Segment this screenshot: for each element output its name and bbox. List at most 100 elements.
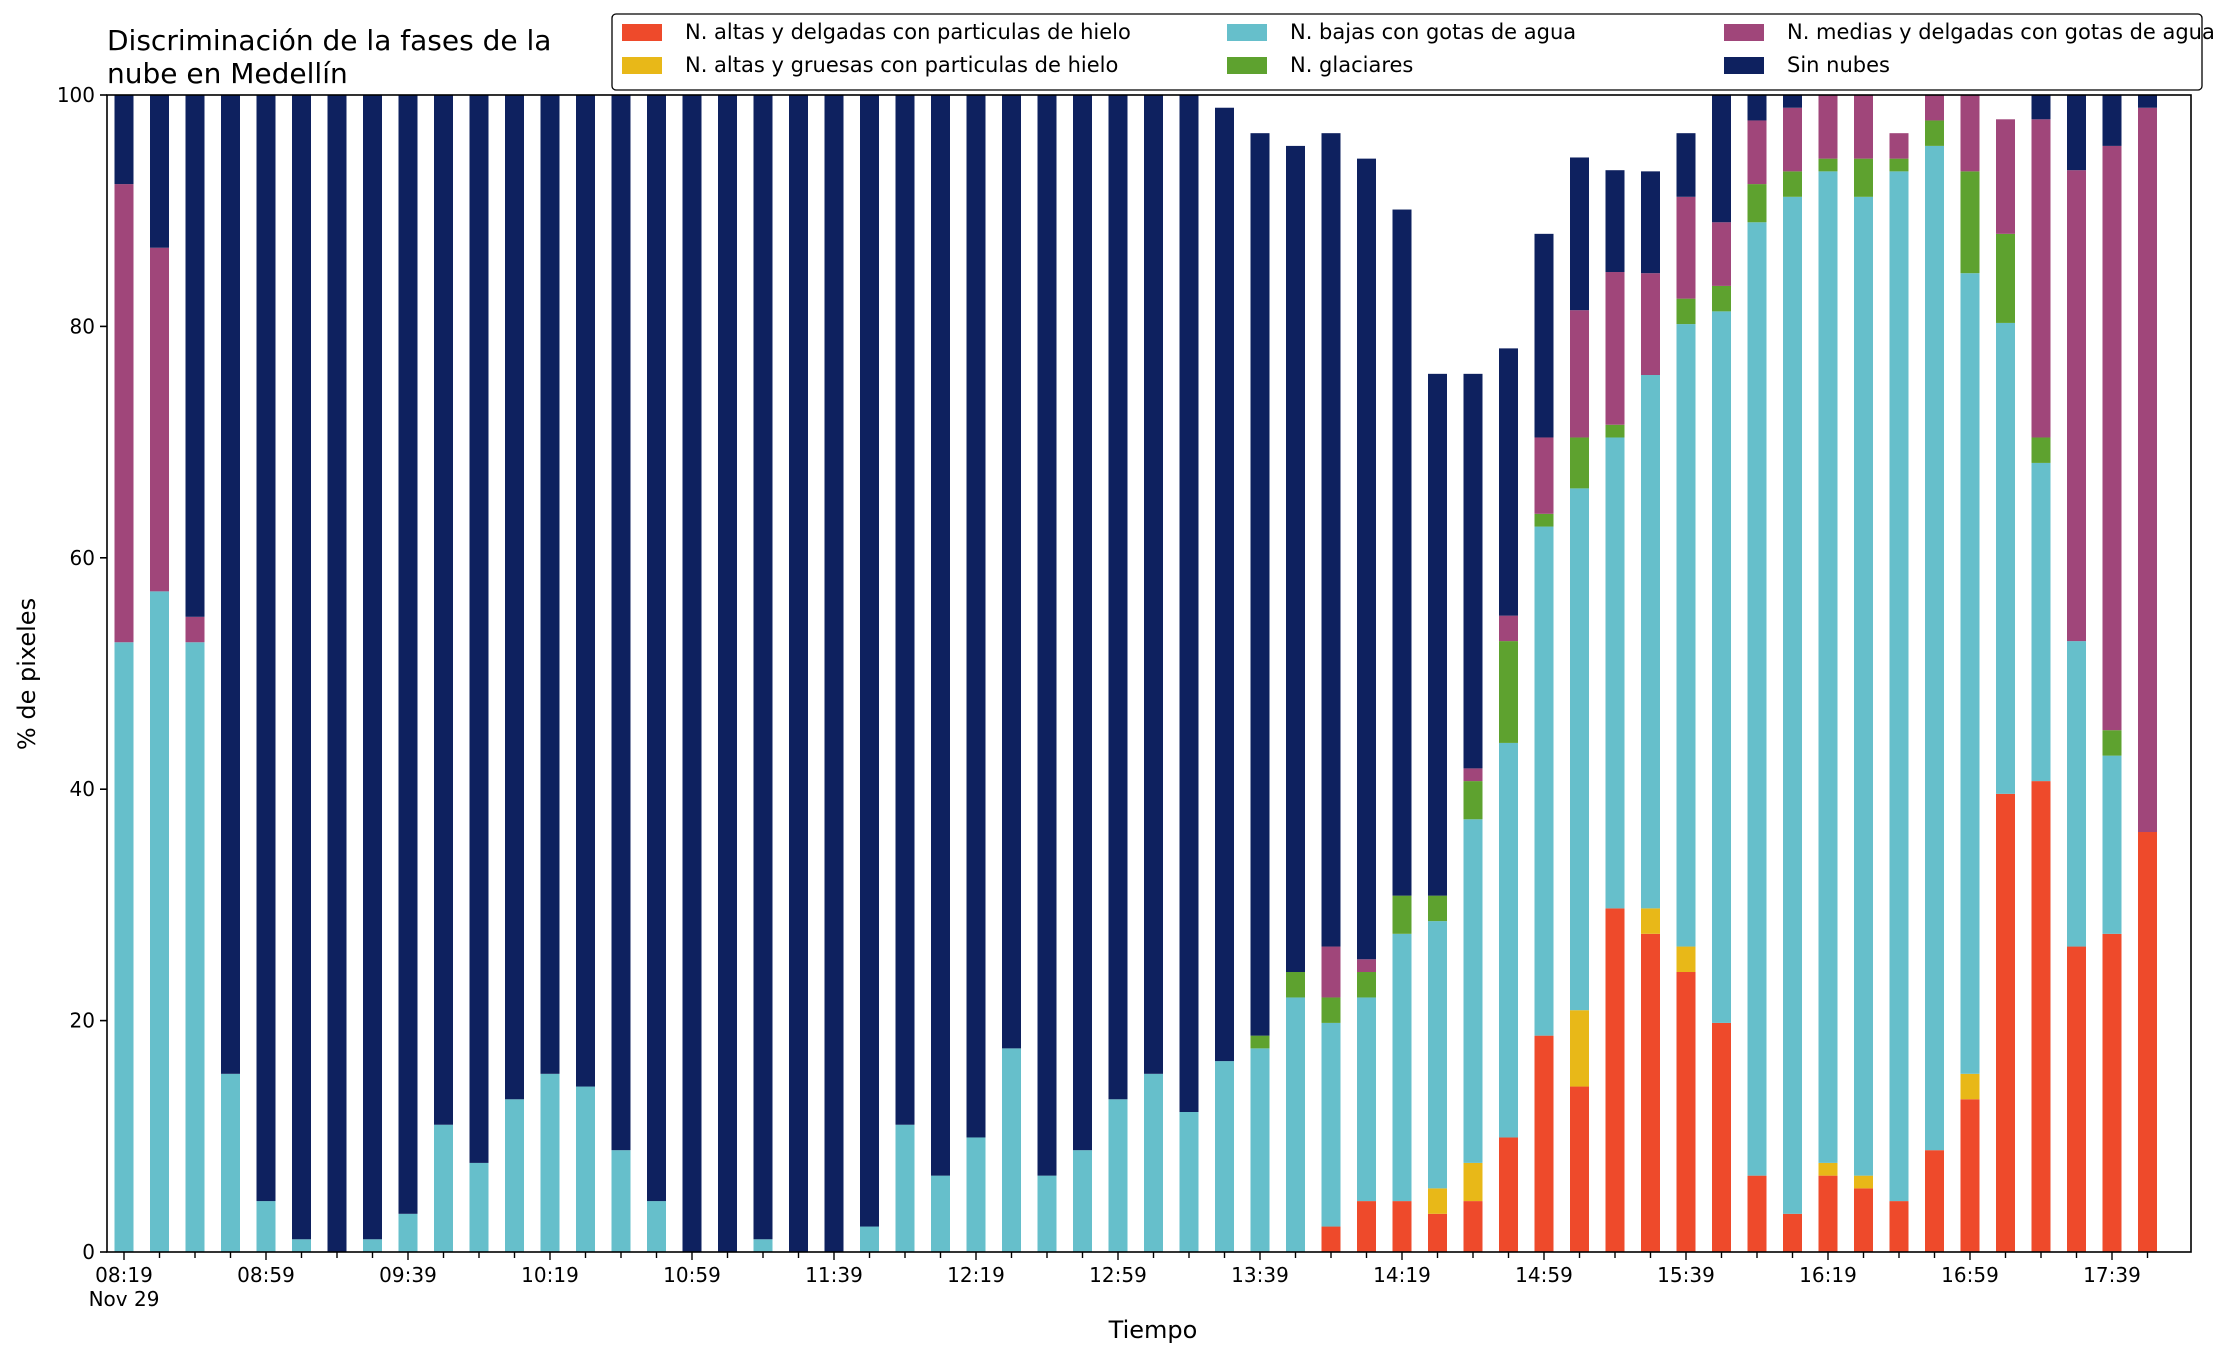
bar-segment-5-1709	[1996, 119, 2015, 234]
bar-segment-4-1509	[1570, 437, 1589, 489]
bar-segment-6-1009	[505, 95, 524, 1100]
bar-segment-3-1359	[1321, 1022, 1341, 1227]
bar-segment-6-0839	[185, 95, 205, 617]
bar-segment-5-1619	[1818, 95, 1838, 159]
bar-segment-5-0819	[114, 184, 134, 643]
bar-segment-3-1539	[1676, 324, 1696, 947]
bar-segment-1-1539	[1676, 972, 1696, 1252]
bar-segment-2-1509	[1570, 1010, 1589, 1087]
bar-segment-3-0949	[434, 1124, 453, 1252]
bar-segment-3-1419	[1392, 933, 1412, 1202]
bar-segment-6-1539	[1676, 133, 1696, 197]
bar-segment-6-1549	[1712, 95, 1731, 223]
bar-segment-3-1149	[860, 1226, 879, 1252]
bar-segment-6-1149	[860, 95, 879, 1227]
bar-segment-5-1529	[1641, 273, 1660, 375]
bar-segment-6-1259	[1108, 95, 1128, 1100]
bar-segment-3-1519	[1605, 437, 1625, 909]
bar-segment-3-1309	[1144, 1073, 1163, 1252]
bar-segment-1-1749	[2138, 832, 2157, 1252]
bar-segment-1-1619	[1818, 1175, 1838, 1252]
x-tick-label: 12:19	[947, 1263, 1005, 1287]
bar-segment-6-1739	[2102, 95, 2122, 146]
bar-segment-3-0859	[256, 1201, 276, 1252]
bar-segment-3-1039	[611, 1150, 631, 1252]
bar-segment-3-1659	[1960, 273, 1980, 1074]
y-axis: 0 20 40 60 80 100	[57, 83, 107, 1264]
bar-segment-1-1659	[1960, 1099, 1980, 1252]
bar-segment-6-1559	[1747, 95, 1767, 121]
bar-segment-1-1739	[2102, 933, 2122, 1252]
bar-segment-1-1729	[2067, 946, 2086, 1252]
bar-segment-6-0959	[469, 95, 489, 1163]
bar-segment-3-1439	[1463, 819, 1483, 1163]
bar-segment-6-0919	[327, 95, 347, 1252]
bar-segment-1-1629	[1854, 1188, 1873, 1252]
bar-segment-6-1529	[1641, 171, 1660, 274]
bar-segment-6-1059	[682, 95, 702, 1252]
bar-segment-5-1549	[1712, 222, 1731, 286]
bar-segment-3-1649	[1925, 145, 1944, 1151]
bar-segment-3-1719	[2031, 462, 2051, 782]
bar-segment-3-1549	[1712, 311, 1731, 1023]
bar-segment-4-1719	[2031, 437, 2051, 463]
bar-segment-5-1609	[1783, 107, 1802, 172]
bar-segment-4-1519	[1605, 424, 1625, 438]
bar-segment-6-1159	[895, 95, 915, 1125]
bar-segment-4-1739	[2102, 730, 2122, 756]
bar-segment-4-1339	[1250, 1035, 1270, 1049]
bar-segment-6-0929	[363, 95, 382, 1240]
bar-segment-1-1459	[1534, 1035, 1554, 1252]
bar-segment-1-1709	[1996, 793, 2015, 1252]
bar-segment-2-1429	[1428, 1188, 1447, 1214]
bar-segment-5-0829	[150, 247, 169, 592]
bar-segment-3-0959	[469, 1162, 489, 1252]
bar-segment-3-1409	[1357, 997, 1376, 1202]
legend-swatch	[1724, 24, 1764, 41]
bar-segment-6-1239	[1037, 95, 1057, 1176]
bar-segment-4-1629	[1854, 158, 1873, 197]
y-tick-label: 80	[70, 314, 95, 338]
bar-segment-4-1559	[1747, 184, 1767, 223]
y-tick-label: 0	[82, 1240, 95, 1264]
bar-segment-4-1619	[1818, 158, 1838, 172]
bar-segment-6-0829	[150, 95, 169, 248]
bar-segment-6-1439	[1463, 373, 1483, 769]
bar-segment-1-1509	[1570, 1086, 1589, 1252]
bar-segment-6-1459	[1534, 233, 1554, 438]
bar-segment-3-0839	[185, 642, 205, 1252]
bar-segment-6-0949	[434, 95, 453, 1125]
x-axis-label: Tiempo	[1108, 1316, 1198, 1344]
bar-segment-3-1639	[1889, 171, 1909, 1202]
bar-segment-6-0819	[114, 95, 134, 185]
bar-segment-6-1319	[1179, 95, 1199, 1112]
x-axis: 08:19 08:59 09:39 10:19 10:59 11:39 12:19 12:59…	[89, 1252, 2149, 1311]
bar-segment-5-1449	[1499, 615, 1518, 642]
bar-segment-3-1319	[1179, 1112, 1199, 1252]
bar-segment-5-1439	[1463, 768, 1483, 782]
chart-title-line-1: Discriminación de la fases de la	[107, 24, 551, 57]
bar-segment-1-1409	[1357, 1201, 1376, 1252]
bar-segment-5-1539	[1676, 196, 1696, 299]
bar-segment-1-1359	[1321, 1226, 1341, 1252]
legend-label: N. altas y gruesas con particulas de hie…	[685, 53, 1118, 77]
bar-segment-3-1449	[1499, 742, 1518, 1138]
y-tick-label: 40	[70, 777, 95, 801]
bar-segment-2-1439	[1463, 1162, 1483, 1202]
bar-segment-6-1429	[1428, 373, 1447, 896]
bar-segment-6-1729	[2067, 95, 2086, 171]
bar-segment-3-1219	[966, 1137, 986, 1252]
x-tick-label: 10:59	[663, 1263, 721, 1287]
bar-segment-5-0839	[185, 616, 205, 643]
bar-segment-6-1119	[753, 95, 773, 1240]
bar-segment-6-1139	[824, 95, 844, 1252]
x-date-label: Nov 29	[89, 1287, 160, 1311]
bar-segment-4-1439	[1463, 781, 1483, 820]
bar-segment-6-1109	[718, 95, 737, 1252]
x-tick-label: 16:59	[1941, 1263, 1999, 1287]
bar-segment-3-0819	[114, 642, 134, 1252]
bar-segment-3-1349	[1286, 997, 1305, 1252]
bar-segment-3-1119	[753, 1239, 773, 1252]
